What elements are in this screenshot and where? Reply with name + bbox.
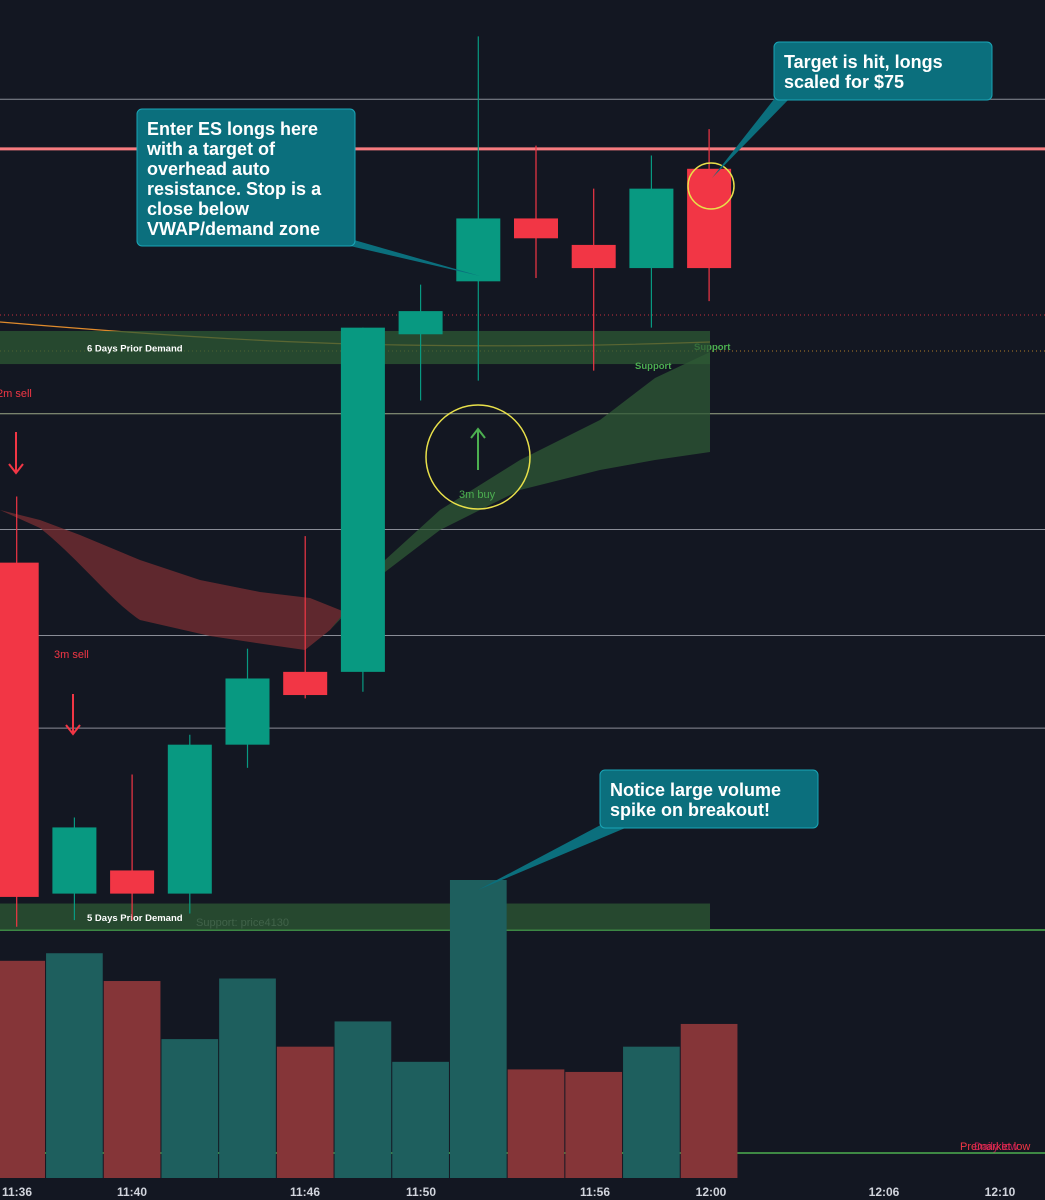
- time-tick-label: 11:36: [2, 1185, 32, 1199]
- signal-label: 3m buy: [459, 489, 496, 501]
- demand-zone-label: 5 Days Prior Demand: [87, 913, 183, 924]
- candles: [0, 36, 732, 927]
- volume-bar: [623, 1046, 680, 1178]
- time-tick-label: 12:06: [869, 1185, 900, 1199]
- daily-low-label: Daily low: [974, 1141, 1018, 1153]
- volume-bar: [449, 880, 507, 1178]
- entry-callout-text-line: VWAP/demand zone: [147, 219, 320, 239]
- signal-label: 2m sell: [0, 388, 32, 400]
- buy-arrow-icon: [470, 427, 486, 470]
- volume-bar: [680, 1023, 738, 1178]
- candle-body: [687, 168, 732, 269]
- candle-body: [167, 744, 212, 894]
- entry-callout-text-line: resistance. Stop is a: [147, 179, 322, 199]
- volume-bar: [161, 1039, 219, 1178]
- entry-callout-text-line: Enter ES longs here: [147, 119, 318, 139]
- candle-body: [283, 671, 328, 696]
- entry-callout-text-line: overhead auto: [147, 159, 270, 179]
- volume-bar: [0, 960, 46, 1178]
- volume-bar: [46, 953, 103, 1178]
- sell-arrow-icon: [65, 694, 81, 736]
- volume-bars: [0, 880, 738, 1178]
- entry-callout-pointer: [340, 236, 480, 276]
- target-callout-text-line: scaled for $75: [784, 72, 904, 92]
- target-circle: [687, 162, 735, 210]
- candle-body: [52, 827, 97, 894]
- candle-body: [514, 218, 558, 239]
- candle-body: [340, 327, 385, 672]
- demand-zone-rect: [0, 903, 710, 931]
- time-tick-label: 11:50: [406, 1185, 436, 1199]
- support-tag: Support: [694, 342, 731, 353]
- signals: 2m sell 3m sell 3m buy Support: [0, 162, 735, 736]
- target-callout-text-line: Target is hit, longs: [784, 52, 943, 72]
- signal-label: 3m sell: [54, 649, 89, 661]
- volume-bar: [103, 981, 161, 1178]
- ema-ribbons: [0, 352, 710, 650]
- volume-callout-pointer: [478, 820, 630, 890]
- premarket-low-label: Premarket low: [960, 1141, 1030, 1153]
- target-callout-box: [773, 41, 993, 101]
- volume-callout-box: [599, 769, 819, 829]
- demand-zone-label: 6 Days Prior Demand: [87, 344, 183, 355]
- entry-callout-text-line: close below: [147, 199, 250, 219]
- axis-background: [0, 1178, 1045, 1200]
- volume-bar: [334, 1021, 392, 1178]
- candle-body: [225, 678, 270, 745]
- entry-callout-text-line: with a target of: [146, 139, 276, 159]
- time-tick-label: 12:00: [696, 1185, 727, 1199]
- volume-bar: [276, 1046, 334, 1178]
- volume-bar: [219, 978, 276, 1178]
- volume-callout-text-line: spike on breakout!: [610, 800, 770, 820]
- time-tick-label: 11:40: [117, 1185, 147, 1199]
- support-zone-tag: Support: [635, 361, 672, 372]
- volume-bar: [565, 1071, 623, 1178]
- volume-bar: [507, 1069, 565, 1178]
- volume-callout-text-line: Notice large volume: [610, 780, 781, 800]
- candle-body: [398, 311, 443, 335]
- time-tick-label: 12:10: [985, 1185, 1016, 1199]
- candle-body: [456, 218, 501, 282]
- candle-body: [629, 188, 674, 269]
- sell-arrow-icon: [8, 432, 24, 475]
- entry-callout-box: [136, 108, 356, 247]
- highlight-circle: [425, 404, 531, 510]
- volume-bar: [392, 1061, 449, 1178]
- target-callout-pointer: [712, 98, 790, 178]
- time-tick-label: 11:56: [580, 1185, 610, 1199]
- time-tick-label: 11:46: [290, 1185, 320, 1199]
- bullish-ribbon: [330, 352, 710, 630]
- candle-body: [571, 244, 616, 269]
- candle-body: [110, 870, 155, 894]
- candle-body: [0, 562, 39, 897]
- bearish-ribbon: [0, 510, 345, 650]
- time-axis: 11:36 11:40 11:46 11:50 11:56 12:00 12:06 12:10: [0, 1178, 1045, 1200]
